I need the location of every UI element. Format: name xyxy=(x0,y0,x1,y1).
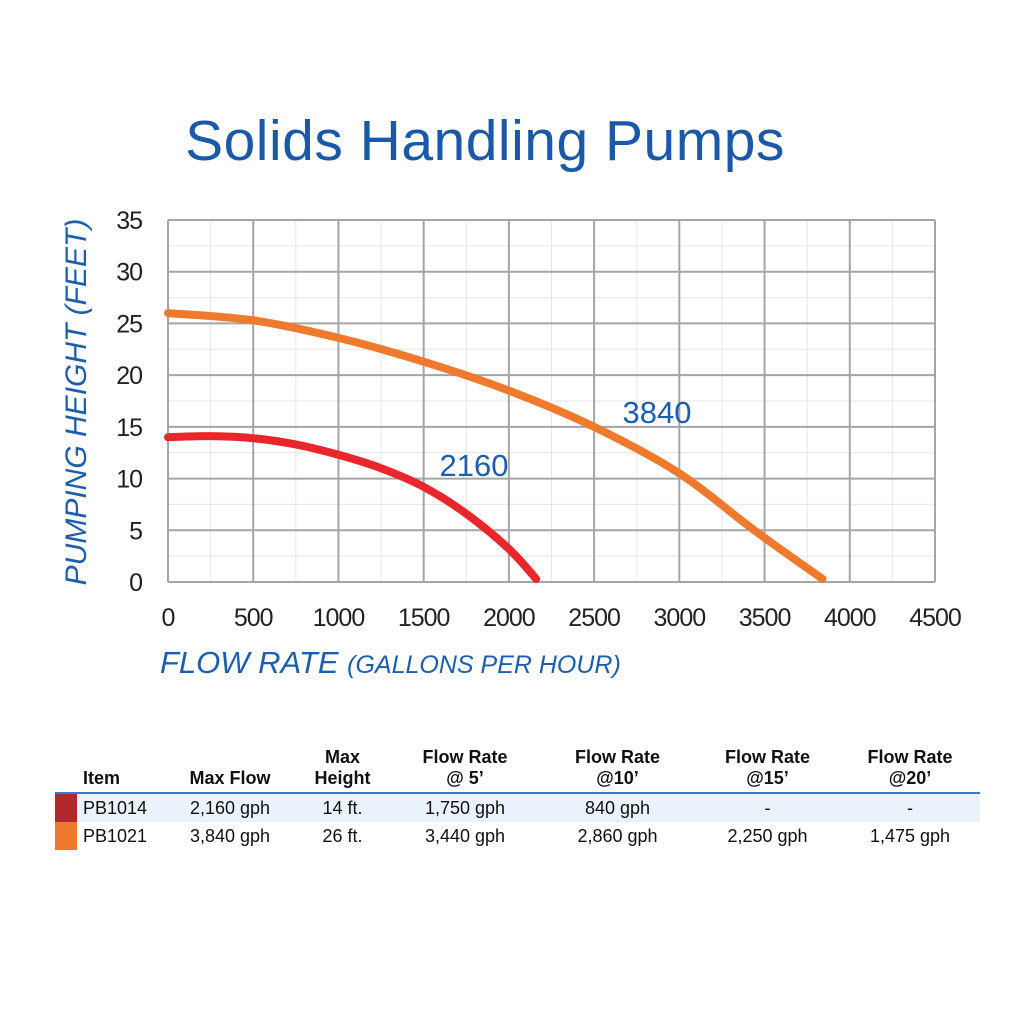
table-row: PB1014 2,160 gph 14 ft. 1,750 gph 840 gph - - xyxy=(55,792,980,822)
x-tick-label: 0 xyxy=(162,604,175,632)
table-cell: 2,160 gph xyxy=(165,792,295,822)
x-tick-label: 500 xyxy=(234,604,273,632)
series-line-3840 xyxy=(164,309,827,583)
y-tick-label: 5 xyxy=(129,517,142,545)
table-cell: 1,750 gph xyxy=(390,792,540,822)
x-tick-label: 4000 xyxy=(824,604,876,632)
y-axis-title: PUMPING HEIGHT (FEET) xyxy=(60,219,93,586)
x-tick-label: 1500 xyxy=(398,604,450,632)
x-tick-label: 2500 xyxy=(568,604,620,632)
table-cell: 26 ft. xyxy=(322,825,363,846)
y-tick-label: 10 xyxy=(116,466,142,494)
pump-curve-chart: 0 500 1000 1500 2000 2500 3000 3500 4000 4500 0 5 10… xyxy=(60,207,962,680)
series-label-2160: 2160 xyxy=(440,448,509,483)
pump-spec-table: Item Max Flow Max Height Flow Rate @ 5’ Flow R… xyxy=(55,745,980,850)
y-tick-label: 35 xyxy=(116,207,142,235)
table-cell: 840 gph xyxy=(540,792,695,822)
table-header-row: Item Max Flow Max Height Flow Rate @ 5’ Flow R… xyxy=(55,745,980,793)
x-tick-label: 3500 xyxy=(739,604,791,632)
column-header: Flow Rate @15’ xyxy=(724,747,810,788)
column-header: Flow Rate @20’ xyxy=(867,747,953,788)
table-cell: 2,860 gph xyxy=(577,825,658,846)
table-cell: 3,440 gph xyxy=(424,825,506,846)
item-cell: PB1021 xyxy=(55,822,165,850)
y-tick-label: 30 xyxy=(116,259,142,287)
column-header: Max Height xyxy=(314,747,371,788)
y-tick-label: 15 xyxy=(116,414,142,442)
y-tick-label: 20 xyxy=(116,362,142,390)
y-tick-label: 0 xyxy=(129,569,142,597)
table-cell: 2,250 gph xyxy=(727,825,808,846)
x-tick-label: 1000 xyxy=(313,604,365,632)
table-cell: - xyxy=(840,792,980,822)
table-cell: 3,840 gph xyxy=(189,825,271,846)
series-line-2160 xyxy=(164,432,541,583)
column-header: Flow Rate @10’ xyxy=(574,747,660,788)
column-header: Item xyxy=(83,768,121,788)
color-swatch xyxy=(55,822,77,850)
column-header: Max Flow xyxy=(189,768,271,788)
x-tick-label: 4500 xyxy=(909,604,961,632)
x-tick-label: 2000 xyxy=(483,604,535,632)
table-cell: 14 ft. xyxy=(295,792,390,822)
x-axis-title: FLOW RATE (GALLONS PER HOUR) xyxy=(160,645,621,680)
color-swatch xyxy=(55,794,77,822)
chart-title: Solids Handling Pumps xyxy=(185,109,785,173)
item-cell: PB1014 xyxy=(55,792,165,822)
table-cell: - xyxy=(695,792,840,822)
y-tick-label: 25 xyxy=(116,310,142,338)
x-tick-label: 3000 xyxy=(654,604,706,632)
series-label-3840: 3840 xyxy=(623,395,692,430)
table-row: PB1021 3,840 gph 26 ft. 3,440 gph 2,860 gph 2… xyxy=(55,822,980,850)
table-cell: 1,475 gph xyxy=(869,825,951,846)
column-header: Flow Rate @ 5’ xyxy=(422,747,508,788)
